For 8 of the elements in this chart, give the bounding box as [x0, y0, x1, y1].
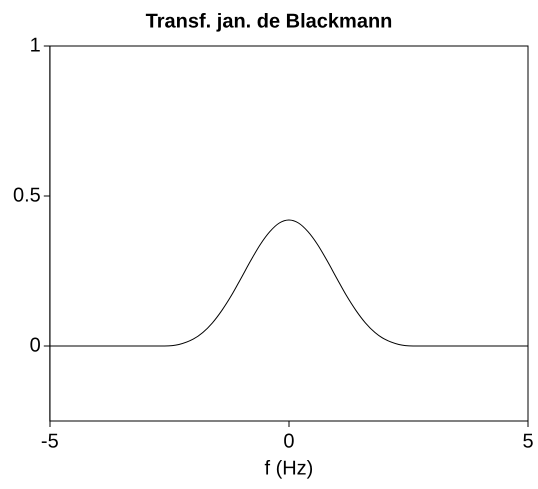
x-tick-label: -5	[40, 430, 59, 453]
x-tick-label: 5	[522, 430, 534, 453]
y-tick-label: 0	[30, 334, 41, 357]
x-axis-title: f (Hz)	[264, 458, 314, 480]
y-tick-label: 0.5	[12, 184, 41, 207]
chart-title: Transf. jan. de Blackmann	[146, 10, 392, 33]
x-tick-label: 0	[283, 430, 294, 453]
y-tick-label: 1	[30, 34, 41, 57]
